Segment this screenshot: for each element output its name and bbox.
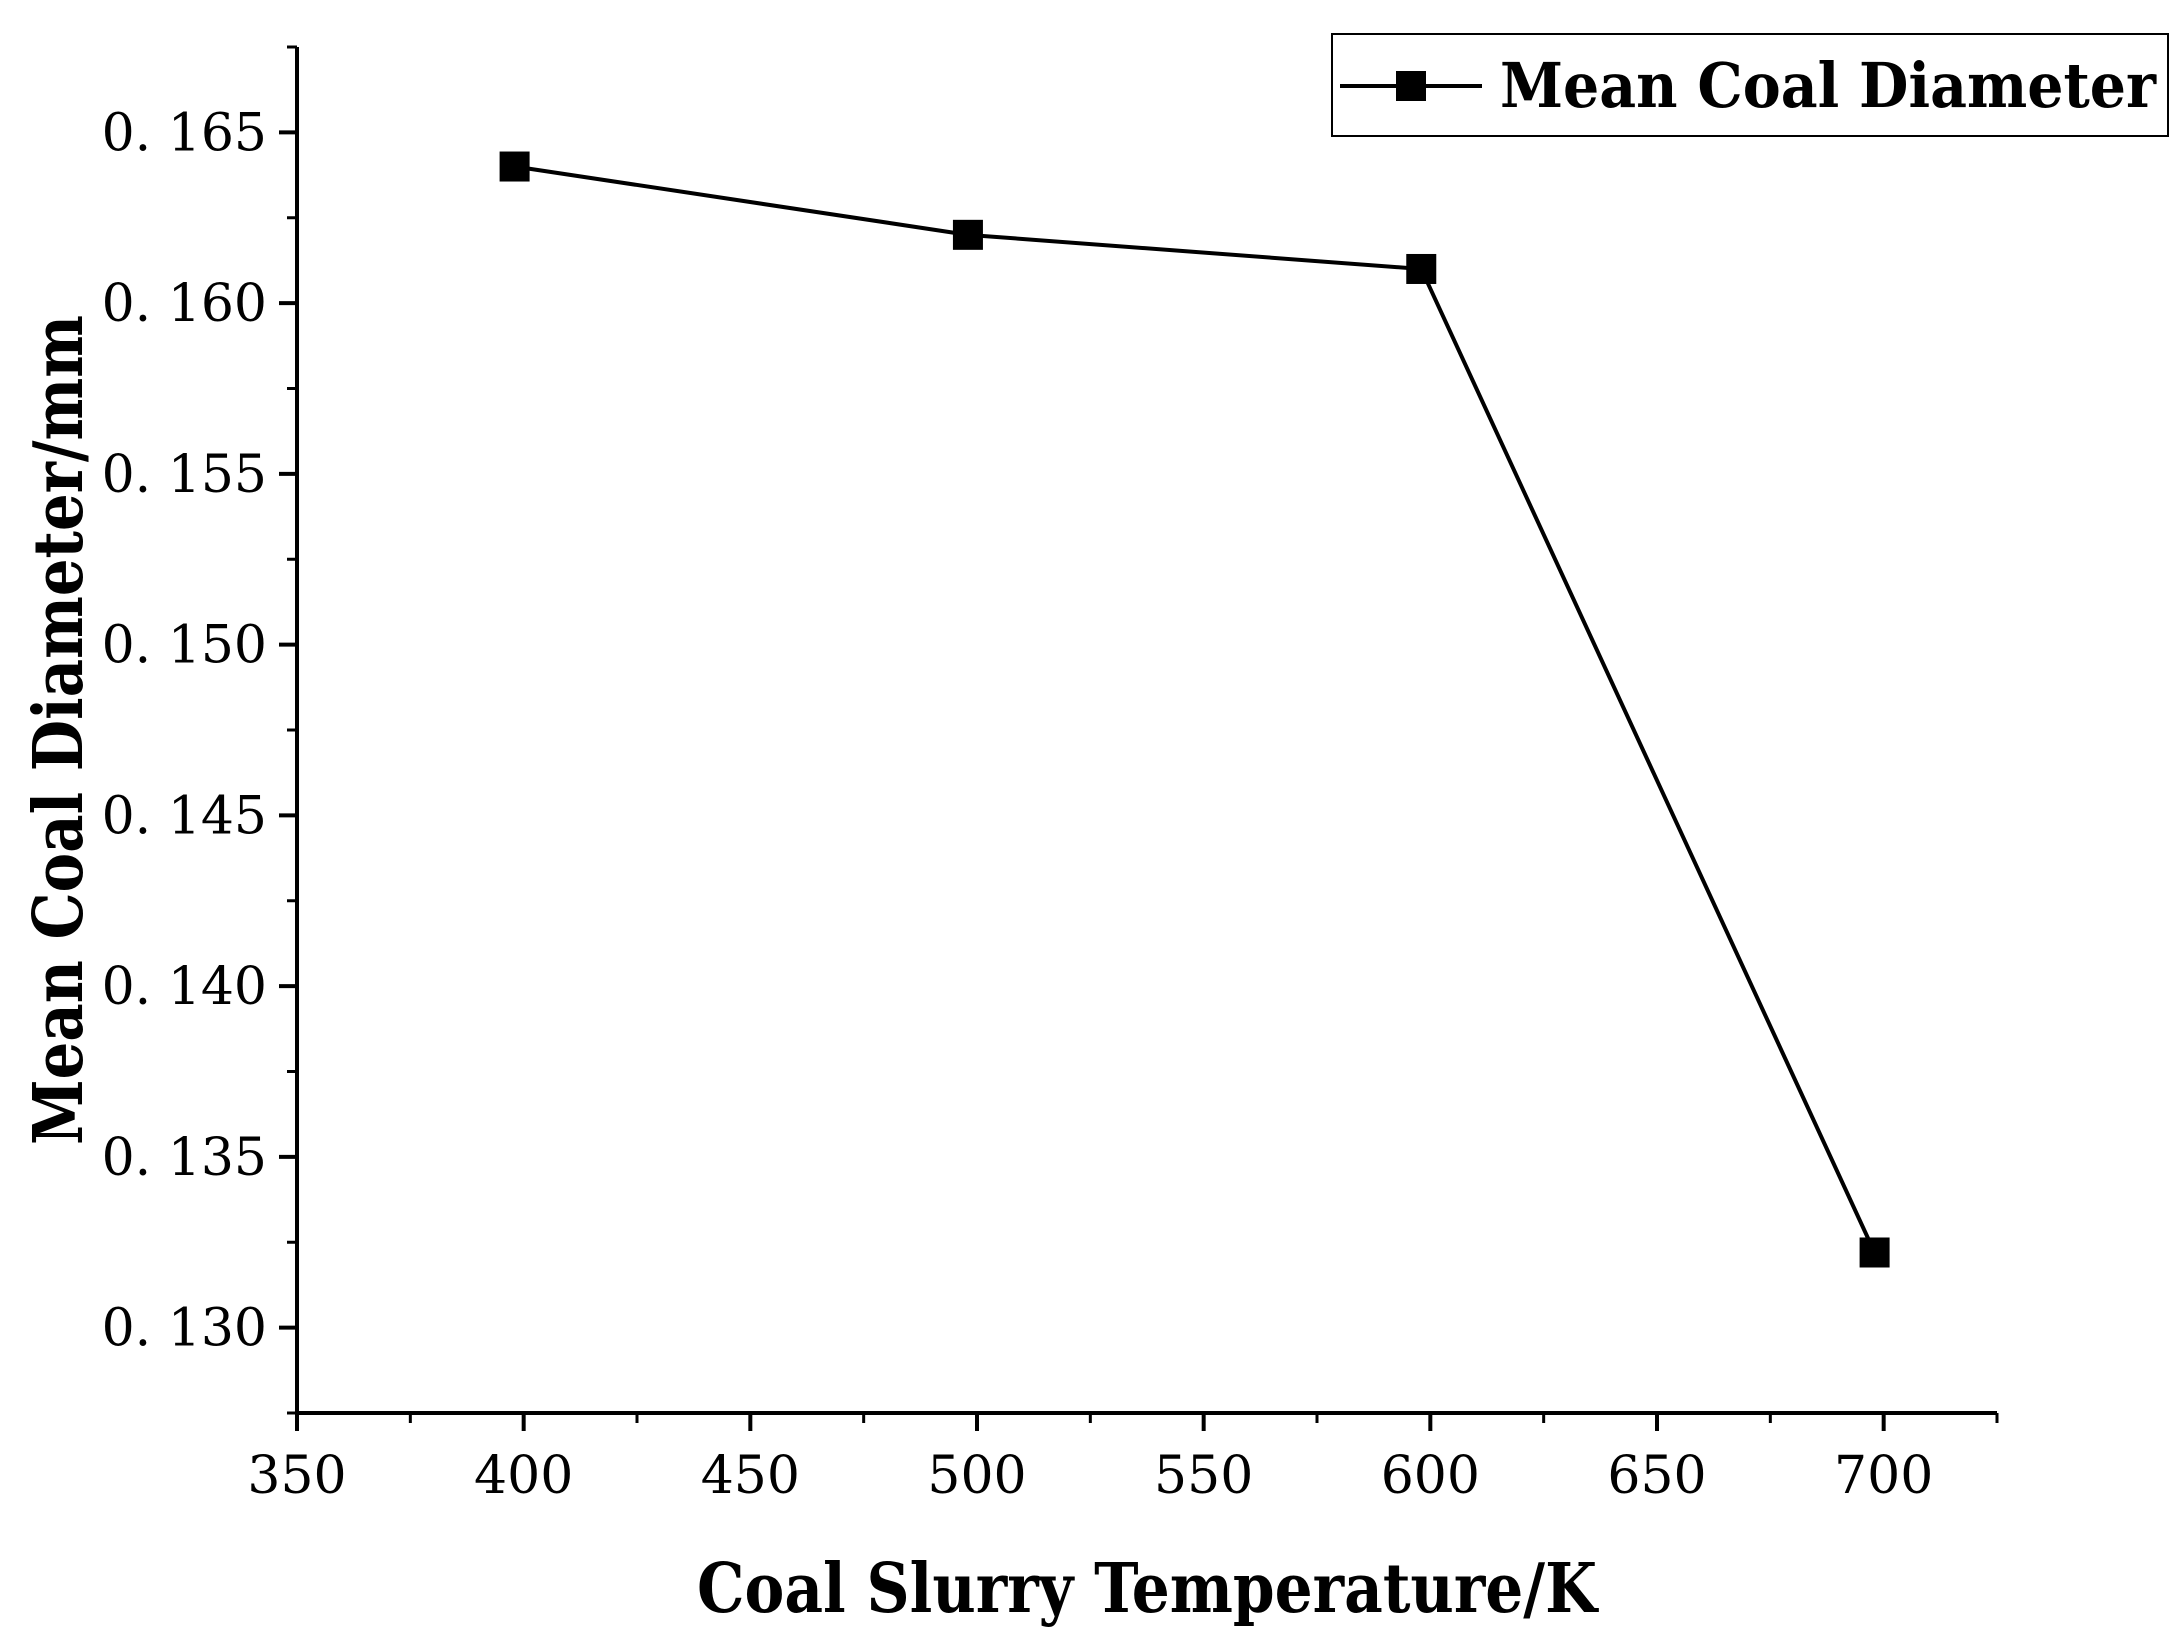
y-tick-label: 0. 155 [102, 445, 267, 505]
y-axis: 0. 130 0. 135 0. 140 0. 145 0. 150 0. 155 0. 1… [102, 45, 299, 1415]
x-tick-label: 650 [1607, 1446, 1706, 1506]
x-tick-label: 700 [1834, 1446, 1933, 1506]
data-point-marker [499, 151, 530, 182]
y-tick-label: 0. 140 [102, 957, 267, 1017]
legend-marker-swatch [1396, 71, 1426, 101]
data-point-marker [952, 219, 983, 250]
y-tick-label: 0. 150 [102, 616, 267, 676]
series-line [514, 164, 1877, 1254]
data-point-marker [1406, 253, 1437, 284]
x-tick-label: 600 [1381, 1446, 1480, 1506]
legend: Mean Coal Diameter [1331, 33, 2169, 137]
legend-label: Mean Coal Diameter [1500, 49, 2157, 122]
x-tick-label: 350 [247, 1446, 346, 1506]
data-point-marker [1859, 1237, 1890, 1268]
x-ticks: 350 400 450 500 550 600 650 700 [247, 1413, 1999, 1506]
x-tick-label: 550 [1154, 1446, 1253, 1506]
x-tick-label: 450 [701, 1446, 800, 1506]
x-tick-label: 500 [927, 1446, 1026, 1506]
y-tick-label: 0. 165 [102, 103, 267, 163]
y-axis-title: Mean Coal Diameter/mm [19, 315, 99, 1145]
y-ticks: 0. 130 0. 135 0. 140 0. 145 0. 150 0. 155 0. 1… [102, 45, 297, 1415]
y-tick-label: 0. 135 [102, 1128, 267, 1188]
y-tick-label: 0. 160 [102, 274, 267, 334]
series-group [499, 151, 1890, 1268]
x-tick-label: 400 [474, 1446, 573, 1506]
y-tick-label: 0. 130 [102, 1299, 267, 1359]
y-tick-label: 0. 145 [102, 786, 267, 846]
x-axis: 350 400 450 500 550 600 650 700 [247, 1411, 1999, 1506]
x-axis-title: Coal Slurry Temperature/K [697, 1549, 1600, 1629]
